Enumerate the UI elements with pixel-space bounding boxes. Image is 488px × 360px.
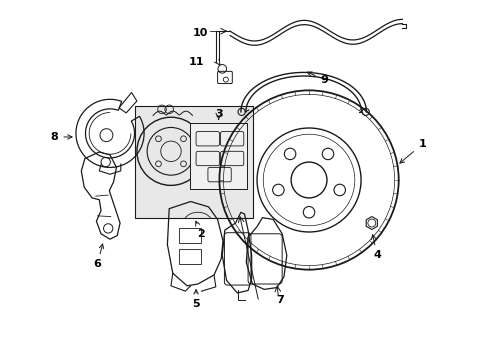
Bar [179, 249, 201, 264]
Text: 4: 4 [371, 235, 380, 260]
Text: 5: 5 [192, 290, 200, 309]
Text: 6: 6 [93, 244, 103, 269]
Text: 11: 11 [188, 57, 204, 67]
Bar [190, 123, 247, 189]
Text: 8: 8 [50, 132, 72, 142]
Text: 7: 7 [276, 295, 284, 305]
Text: 2: 2 [195, 221, 205, 239]
Text: 9: 9 [306, 72, 328, 85]
Bar [179, 228, 201, 243]
Text: 3: 3 [214, 109, 222, 119]
Text: 10: 10 [192, 28, 207, 38]
Bar [135, 107, 253, 218]
Text: 1: 1 [399, 139, 426, 163]
